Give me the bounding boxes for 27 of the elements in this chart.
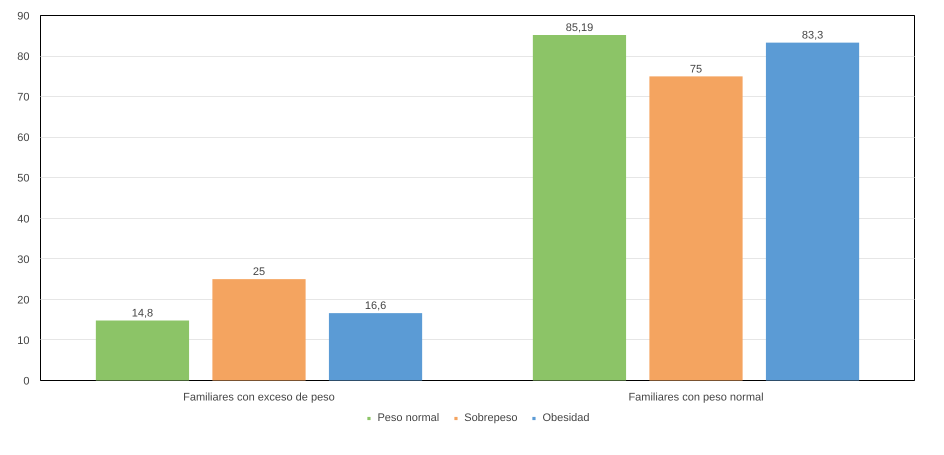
data-label: 14,8 <box>132 307 154 320</box>
bar <box>328 313 422 380</box>
legend-label: Peso normal <box>377 412 440 424</box>
bar <box>649 76 743 380</box>
y-tick-label: 10 <box>17 334 30 347</box>
y-tick-label: 40 <box>17 213 30 226</box>
x-tick-label: Familiares con exceso de peso <box>183 392 335 404</box>
y-tick-label: 50 <box>17 172 30 185</box>
bar <box>96 320 190 380</box>
y-tick-label: 0 <box>23 376 30 388</box>
data-label: 16,6 <box>364 300 386 312</box>
y-tick-label: 80 <box>17 51 30 64</box>
bar <box>212 279 306 380</box>
data-label: 85,19 <box>566 22 594 34</box>
bar <box>532 35 626 380</box>
bar <box>766 42 860 380</box>
data-label: 83,3 <box>802 30 824 42</box>
y-tick-label: 60 <box>17 132 30 144</box>
y-tick-label: 30 <box>17 254 30 266</box>
y-tick-label: 90 <box>17 10 30 22</box>
y-tick-label: 20 <box>17 294 30 306</box>
data-label: 75 <box>690 63 702 76</box>
y-tick-label: 70 <box>17 92 30 104</box>
data-label: 25 <box>252 266 266 278</box>
x-tick-label: Familiares con peso normal <box>628 392 764 404</box>
legend-label: Obesidad <box>542 412 590 424</box>
legend-label: Sobrepeso <box>464 412 518 424</box>
